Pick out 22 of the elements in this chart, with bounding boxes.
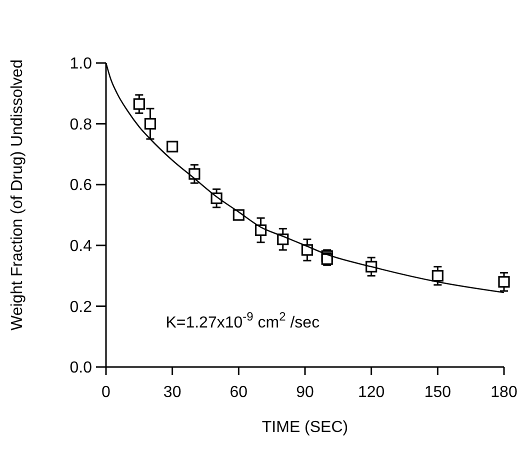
- y-tick-label: 0.8: [70, 116, 92, 134]
- x-axis-title: TIME (SEC): [262, 419, 348, 436]
- point: [166, 140, 178, 152]
- y-tick-label: 0.4: [70, 238, 92, 255]
- point: [188, 168, 200, 180]
- y-tick-label: 1.0: [70, 56, 92, 73]
- point: [498, 276, 510, 288]
- x-tick-label: 30: [163, 384, 182, 401]
- x-tick-label: 180: [490, 384, 518, 401]
- point: [144, 118, 156, 130]
- point: [133, 98, 145, 110]
- x-tick-label: 120: [358, 384, 385, 401]
- y-tick-label: 0.2: [70, 298, 92, 316]
- y-tick-label: 0.6: [70, 177, 92, 194]
- x-tick-label: 150: [424, 384, 452, 401]
- y-tick-label: 0.0: [70, 360, 92, 377]
- annotation: K=1.27x10$^{-9}$ cm$^{2}$ /sec: [166, 309, 320, 332]
- x-tick-label: 0: [102, 384, 111, 401]
- x-tick-label: 90: [296, 384, 314, 401]
- x-tick-label: 60: [230, 384, 248, 401]
- y-axis-title: Weight Fraction (of Drug) Undissolved: [9, 60, 26, 330]
- point: [432, 270, 444, 282]
